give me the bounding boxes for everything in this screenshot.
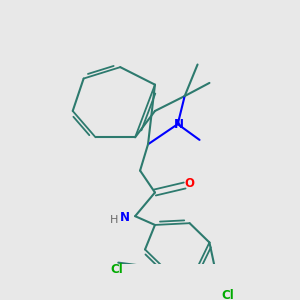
Text: N: N xyxy=(174,118,184,130)
Text: Cl: Cl xyxy=(110,263,123,276)
Text: N: N xyxy=(120,212,130,224)
Text: H: H xyxy=(110,215,118,225)
Text: Cl: Cl xyxy=(221,290,234,300)
Text: O: O xyxy=(184,177,195,190)
